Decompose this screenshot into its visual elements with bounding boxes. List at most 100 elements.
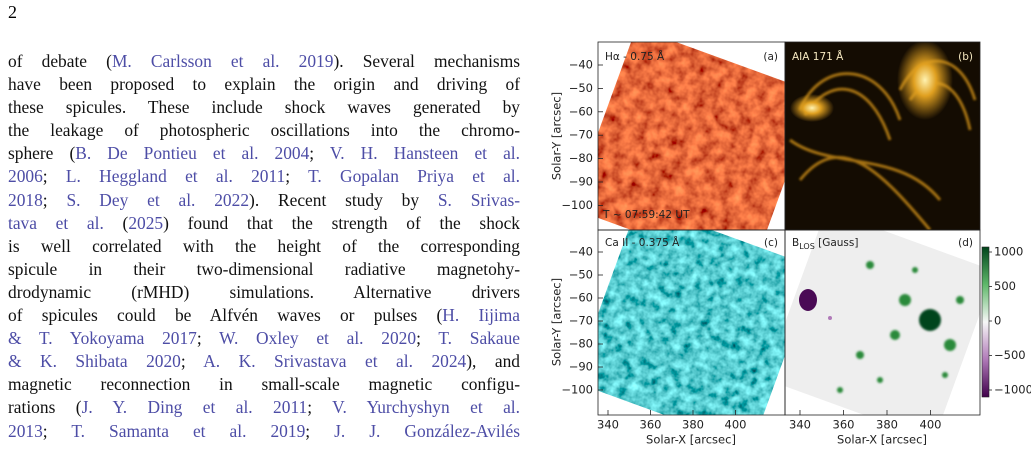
blos-image	[785, 230, 980, 415]
citation[interactable]: V. H. Hansteen et al.	[329, 143, 520, 164]
y-tick-label: −90	[569, 360, 593, 374]
text-run: (	[103, 212, 129, 233]
x-axis-label: Solar-X [arcsec]	[837, 433, 927, 447]
y-axis-label: Solar-Y [arcsec]	[550, 92, 564, 180]
text-line: sphere (B. De Pontieu et al. 2004; V. H.…	[8, 142, 520, 165]
text-line: of debate (M. Carlsson et al. 2019). Sev…	[8, 50, 520, 73]
y-axis-label: Solar-Y [arcsec]	[550, 278, 564, 366]
panel-title: Ca II - 0.375 Å	[605, 236, 680, 249]
y-tick-label: −100	[561, 198, 593, 212]
text-line: have been proposed to explain the origin…	[8, 73, 520, 96]
citation[interactable]: & T. Yokoyama 2017	[8, 328, 197, 349]
x-tick-label: 360	[833, 418, 855, 432]
text-run: ;	[180, 351, 204, 372]
y-tick-label: −70	[569, 128, 593, 142]
citation[interactable]: V. Yurchyshyn et al.	[332, 397, 520, 418]
citation[interactable]: W. Oxley et al. 2020	[219, 328, 417, 349]
text-line: is well correlated with the height of th…	[8, 235, 520, 258]
text-run: ;	[42, 166, 66, 187]
citation[interactable]: 2018	[8, 189, 43, 210]
text-run: ;	[285, 166, 309, 187]
aia-image	[785, 42, 980, 230]
colorbar-tick-label: 0	[994, 314, 1001, 328]
x-tick-label: 360	[640, 418, 662, 432]
y-tick-label: −40	[569, 58, 593, 72]
y-tick-label: −70	[569, 314, 593, 328]
colorbar-tick-label: −1000	[994, 383, 1031, 397]
text-line: 2018; S. Dey et al. 2022). Recent study …	[8, 189, 520, 212]
text-run: the leakage of photospheric oscillations…	[8, 120, 520, 141]
text-line: & T. Yokoyama 2017; W. Oxley et al. 2020…	[8, 327, 520, 350]
citation[interactable]: tava et al.	[8, 212, 104, 233]
citation[interactable]: S. Dey et al. 2022	[66, 189, 250, 210]
text-line: & K. Shibata 2020; A. K. Srivastava et a…	[8, 350, 520, 373]
body-text: of debate (M. Carlsson et al. 2019). Sev…	[8, 50, 520, 443]
y-tick-label: −50	[569, 81, 593, 95]
text-run: is well correlated with the height of th…	[8, 235, 520, 256]
y-tick-label: −100	[561, 383, 593, 397]
colorbar-tick-label: −500	[994, 348, 1026, 362]
text-run: ;	[42, 420, 72, 441]
citation[interactable]: T. Sakaue	[438, 328, 520, 349]
y-tick-label: −80	[569, 337, 593, 351]
page-number: 2	[8, 2, 17, 22]
panel-label: (c)	[764, 237, 778, 249]
panel-title: BLOS [Gauss]	[792, 237, 858, 251]
text-run: ;	[309, 143, 330, 164]
citation[interactable]: J. Y. Ding et al. 2011	[81, 397, 308, 418]
text-line: 2013; T. Samanta et al. 2019; J. J. Gonz…	[8, 420, 520, 443]
title-base: B	[792, 237, 799, 249]
y-tick-label: −60	[569, 104, 593, 118]
y-tick-label: −80	[569, 151, 593, 165]
panel-frames	[597, 41, 981, 416]
text-line: magnetic reconnection in small-scale mag…	[8, 373, 520, 396]
citation[interactable]: A. K. Srivastava et al. 2024	[203, 351, 467, 372]
text-run: of spicules could be Alfvén waves or pul…	[8, 305, 443, 326]
citation[interactable]: 2025	[128, 212, 164, 233]
x-tick-label: 400	[920, 418, 942, 432]
text-run: ). Several mechanisms	[333, 51, 520, 71]
text-run: these spicules. These include shock wave…	[8, 97, 520, 118]
caii-image	[598, 230, 785, 415]
citation[interactable]: 2013	[8, 420, 43, 441]
text-run: ;	[416, 328, 439, 349]
colorbar-tick-label: 1000	[994, 245, 1023, 259]
text-line: rations (J. Y. Ding et al. 2011; V. Yurc…	[8, 396, 520, 419]
citation[interactable]: T. Samanta et al. 2019	[71, 420, 306, 441]
text-run: ), and	[466, 351, 520, 372]
text-line: tava et al. (2025) found that the streng…	[8, 212, 520, 235]
citation[interactable]: H. Iijima	[442, 305, 520, 326]
citation[interactable]: 2006	[8, 166, 43, 187]
halpha-image	[598, 42, 785, 230]
y-tick-label: −40	[569, 245, 593, 259]
x-axis-label: Solar-X [arcsec]	[646, 433, 736, 447]
citation[interactable]: & K. Shibata 2020	[8, 351, 181, 372]
text-run: have been proposed to explain the origin…	[8, 74, 520, 95]
text-run: ;	[305, 420, 335, 441]
x-tick-label: 340	[597, 418, 619, 432]
text-run: magnetic reconnection in small-scale mag…	[8, 374, 520, 395]
citation[interactable]: M. Carlsson et al. 2019	[111, 51, 334, 71]
text-run: ;	[307, 397, 333, 418]
x-tick-label: 380	[876, 418, 898, 432]
text-run: sphere (	[8, 143, 76, 164]
text-line: these spicules. These include shock wave…	[8, 96, 520, 119]
text-line: spicule in their two-dimensional radiati…	[8, 258, 520, 281]
x-tick-label: 340	[789, 418, 811, 432]
citation[interactable]: L. Heggland et al. 2011	[65, 166, 286, 187]
citation[interactable]: J. J. González-Avilés	[334, 420, 520, 441]
citation[interactable]: B. De Pontieu et al. 2004	[75, 143, 310, 164]
panel-label: (a)	[763, 51, 778, 63]
panel-title: Hα - 0.75 Å	[605, 50, 665, 63]
text-line: 2006; L. Heggland et al. 2011; T. Gopala…	[8, 165, 520, 188]
panel-note: T ~ 07:59:42 UT	[602, 209, 690, 221]
text-run: drodynamic (rMHD) simulations. Alternati…	[8, 281, 520, 302]
citation[interactable]: S. Srivas-	[437, 189, 520, 210]
text-run: rations (	[8, 397, 82, 418]
citation[interactable]: T. Gopalan Priya et al.	[308, 166, 520, 187]
title-rest: [Gauss]	[815, 237, 859, 249]
text-run: spicule in their two-dimensional radiati…	[8, 258, 520, 279]
text-line: of spicules could be Alfvén waves or pul…	[8, 304, 520, 327]
